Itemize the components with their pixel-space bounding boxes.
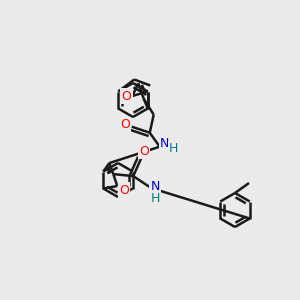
Text: N: N — [151, 180, 160, 193]
Text: N: N — [160, 137, 169, 150]
Text: O: O — [120, 118, 130, 131]
Text: O: O — [119, 184, 129, 196]
Text: H: H — [169, 142, 178, 155]
Text: O: O — [122, 89, 131, 103]
Text: H: H — [151, 192, 160, 205]
Text: O: O — [139, 145, 149, 158]
